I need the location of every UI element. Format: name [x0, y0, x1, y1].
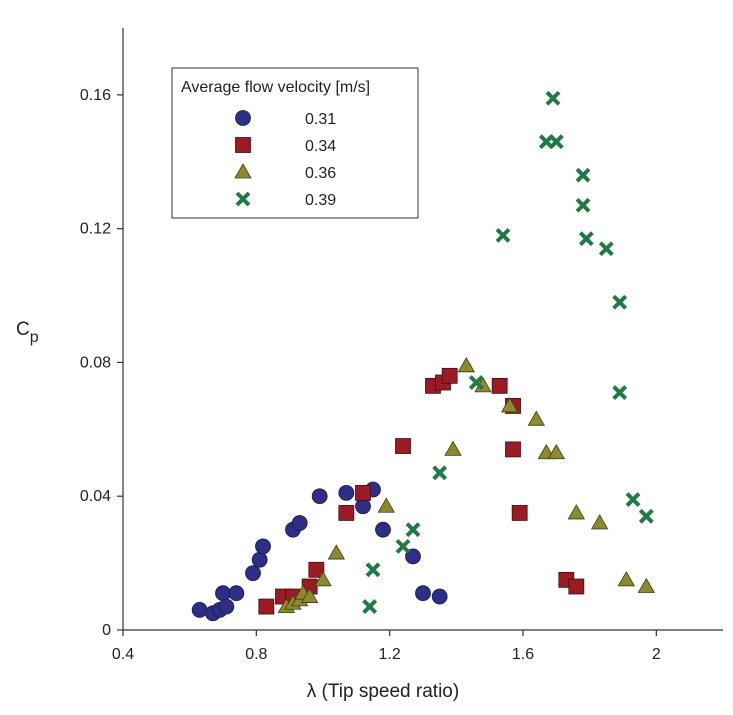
x-tick-label: 2 — [652, 646, 661, 663]
data-point-circle — [218, 598, 235, 615]
data-point-square — [258, 598, 275, 615]
legend-box — [171, 67, 419, 219]
data-point-circle — [375, 521, 391, 538]
data-point-circle — [431, 588, 448, 605]
data-point-square — [441, 367, 458, 384]
data-point-square — [491, 377, 508, 394]
data-point-circle — [291, 515, 308, 531]
data-point-x — [495, 227, 511, 243]
data-point-square — [308, 561, 325, 578]
series-0.31 — [191, 481, 448, 622]
data-point-triangle — [377, 497, 396, 513]
legend-marker-circle — [235, 110, 251, 126]
x-tick-label: 0.8 — [245, 646, 267, 663]
data-point-x — [625, 492, 641, 507]
y-tick-label: 0.08 — [80, 354, 111, 371]
data-point-circle — [338, 484, 355, 501]
legend-label: 0.39 — [305, 192, 336, 209]
legend-title: Average flow velocity [m/s] — [181, 79, 370, 96]
x-tick-label: 1.2 — [379, 646, 401, 663]
legend-label: 0.31 — [305, 111, 336, 128]
legend-marker-square — [235, 137, 251, 153]
axes: 0 0.04 0.08 0.12 0.16 0.4 0.8 1.2 1.6 2 λ (Tip spe… — [16, 28, 723, 702]
data-point-x — [575, 167, 591, 183]
data-point-triangle — [314, 571, 332, 587]
data-point-circle — [191, 602, 208, 618]
data-point-square — [338, 505, 355, 521]
data-point-circle — [228, 585, 245, 602]
data-point-x — [468, 375, 484, 390]
data-point-triangle — [637, 577, 656, 593]
data-point-triangle — [444, 440, 462, 456]
data-point-square — [505, 441, 521, 458]
data-point-x — [548, 134, 564, 150]
data-point-circle — [355, 498, 371, 515]
x-axis-title: λ (Tip speed ratio) — [307, 681, 459, 702]
data-point-square — [568, 578, 585, 595]
data-point-x — [362, 599, 378, 615]
series-0.36 — [277, 356, 656, 613]
legend-marker-triangle — [234, 163, 252, 179]
data-point-circle — [415, 585, 431, 602]
y-axis-title: Cp — [16, 319, 39, 346]
x-tick-label: 1.6 — [512, 646, 534, 663]
data-point-triangle — [457, 356, 476, 373]
data-point-x — [405, 522, 421, 538]
y-tick-label: 0 — [102, 622, 111, 639]
data-point-square — [395, 438, 411, 454]
data-point-triangle — [567, 504, 586, 520]
data-point-circle — [311, 488, 328, 505]
data-point-x — [612, 294, 628, 310]
data-point-square — [355, 484, 371, 501]
data-point-circle — [215, 585, 231, 602]
data-point-triangle — [617, 571, 636, 587]
y-axis-title-main: C — [16, 319, 30, 340]
data-point-x — [612, 385, 628, 400]
data-point-x — [598, 241, 614, 257]
data-point-x — [365, 562, 381, 578]
data-marks — [191, 90, 656, 622]
legend-label: 0.36 — [305, 165, 336, 182]
data-point-triangle — [300, 587, 319, 603]
data-point-circle — [245, 565, 261, 582]
data-point-triangle — [527, 410, 546, 426]
data-point-x — [575, 197, 591, 213]
data-point-triangle — [590, 514, 609, 530]
data-point-x — [395, 538, 411, 554]
y-axis-title-sub: p — [30, 329, 39, 346]
series-0.39 — [362, 90, 654, 615]
series-0.34 — [258, 367, 585, 615]
data-point-x — [578, 231, 594, 247]
data-point-x — [432, 465, 448, 481]
legend-label: 0.34 — [305, 138, 336, 155]
legend: Average flow velocity [m/s] 0.31 0.34 0.36 0… — [171, 67, 419, 219]
x-tick-label: 0.4 — [112, 646, 134, 663]
y-tick-label: 0.12 — [80, 221, 111, 238]
data-point-triangle — [547, 443, 566, 460]
data-point-circle — [255, 538, 271, 555]
y-tick-label: 0.04 — [80, 488, 111, 505]
data-point-x — [545, 90, 561, 106]
data-point-square — [511, 505, 528, 521]
data-point-x — [638, 508, 654, 524]
data-point-triangle — [327, 544, 346, 560]
data-point-circle — [251, 551, 268, 568]
data-point-triangle — [500, 397, 519, 413]
legend-marker-x — [235, 191, 251, 207]
data-point-circle — [405, 548, 421, 565]
y-tick-label: 0.16 — [80, 87, 111, 104]
